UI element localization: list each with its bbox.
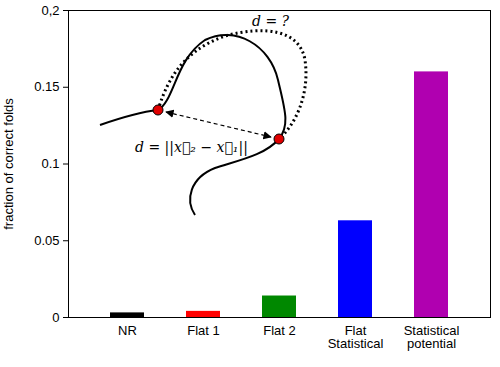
svg-text:d = ||x⃗₂ − x⃗₁||: d = ||x⃗₂ − x⃗₁|| [135,139,248,156]
svg-text:FlatStatistical: FlatStatistical [328,323,384,351]
svg-text:Flat 1: Flat 1 [187,323,220,338]
svg-text:0.1: 0.1 [41,156,59,171]
svg-text:d = ?: d = ? [252,13,290,29]
svg-text:0,2: 0,2 [41,3,59,18]
svg-text:NR: NR [118,323,137,338]
svg-text:0: 0 [52,310,59,325]
svg-text:0.05: 0.05 [34,233,59,248]
svg-text:0.15: 0.15 [34,79,59,94]
svg-text:Statisticalpotential: Statisticalpotential [404,323,460,351]
svg-text:Flat 2: Flat 2 [263,323,296,338]
svg-text:fraction of correct folds: fraction of correct folds [1,98,16,230]
